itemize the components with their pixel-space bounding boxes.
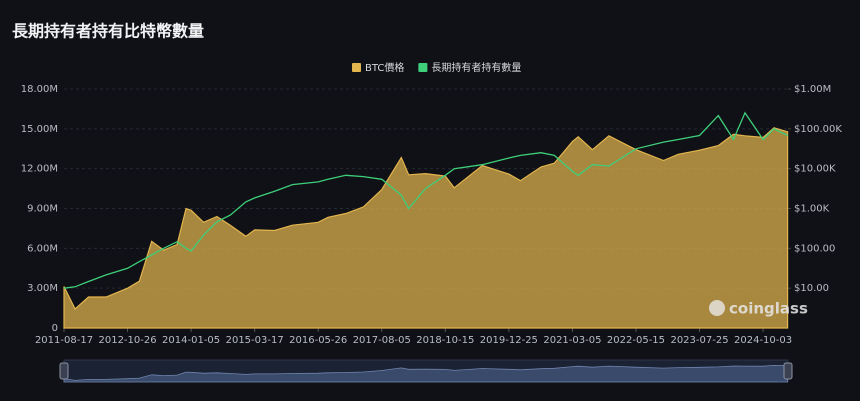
x-tick-label: 2012-10-26 — [98, 335, 156, 346]
y-tick-label: 18.00M — [21, 84, 58, 95]
price-area — [63, 127, 789, 329]
y-tick-label: 9.00M — [27, 204, 58, 215]
watermark: coinglass — [729, 300, 808, 318]
watermark-icon — [709, 300, 725, 316]
x-tick-label: 2017-08-05 — [353, 335, 411, 346]
x-tick-label: 2015-03-17 — [226, 335, 284, 346]
holder-line — [63, 111, 788, 289]
y-tick-label: 12.00M — [21, 164, 58, 175]
x-tick-label: 2011-08-17 — [35, 335, 93, 346]
navigator-handle[interactable] — [59, 362, 69, 380]
chart-title: 長期持有者持有比特幣數量 — [12, 22, 204, 41]
x-tick-label: 2024-10-03 — [734, 335, 792, 346]
x-tick-label: 2016-05-26 — [289, 335, 347, 346]
navigator-area — [63, 364, 788, 383]
y-tick-label: 3.00M — [27, 283, 58, 294]
x-tick-label: 2018-10-15 — [416, 335, 474, 346]
x-tick-label: 2022-05-15 — [607, 335, 665, 346]
navigator-handle[interactable] — [783, 362, 793, 380]
x-tick-label: 2023-07-25 — [670, 335, 728, 346]
legend-swatch — [418, 63, 428, 72]
y2-tick-label: $10.00 — [794, 283, 829, 294]
legend-swatch — [352, 63, 361, 72]
y2-tick-label: $100.00 — [794, 243, 835, 254]
y-tick-label: 15.00M — [21, 124, 58, 135]
y2-tick-label: $1.00M — [794, 84, 831, 95]
x-tick-label: 2014-01-05 — [162, 335, 220, 346]
y2-tick-label: $100.00K — [794, 124, 842, 135]
y2-tick-label: $10.00K — [794, 164, 836, 175]
x-tick-label: 2019-12-25 — [480, 335, 538, 346]
legend-label: 長期持有者持有數量 — [431, 61, 521, 74]
y2-tick-label: $1.00K — [794, 204, 830, 215]
y-tick-label: 0 — [52, 323, 58, 334]
x-tick-label: 2021-03-05 — [543, 335, 601, 346]
legend-label: BTC價格 — [365, 61, 404, 74]
y-tick-label: 6.00M — [27, 243, 58, 254]
